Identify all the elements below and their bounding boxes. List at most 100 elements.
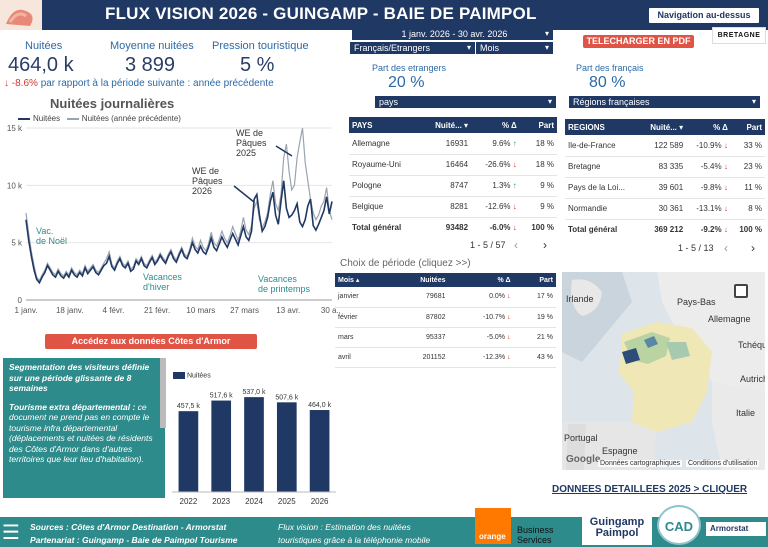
chevron-down-icon: ▾ (751, 97, 756, 106)
cell-part: 21 % (513, 327, 556, 348)
next-page-icon[interactable]: › (751, 241, 755, 255)
cell-value: 16464 (420, 154, 472, 176)
part-etrangers-value: 20 % (388, 74, 425, 91)
legend-current-swatch (18, 117, 30, 120)
table-row[interactable]: février 87802 -10.7% ↓ 19 % (335, 307, 556, 328)
cell-value: 79681 (388, 287, 449, 308)
sort-icon: ▴ (355, 277, 360, 284)
col-delta[interactable]: % Δ (471, 117, 520, 133)
bar-legend-label: Nuitées (186, 372, 211, 380)
pays-table: PAYS Nuité... ▾ % Δ Part Allemagne 16931 9… (349, 117, 557, 238)
col-pays[interactable]: PAYS (349, 117, 421, 133)
delta-value: -12.3% (482, 353, 506, 361)
chevron-down-icon: ▾ (544, 29, 549, 38)
regions-table: REGIONS Nuité... ▾ % Δ Part Ile-de-Franc… (565, 119, 765, 240)
bar-value-label: 464,0 k (308, 402, 331, 409)
map-label: Pays-Bas (677, 297, 716, 307)
part-etrangers-label: Part des etrangers (372, 63, 447, 73)
cell-part: 11 % (730, 177, 765, 199)
table-total-row: Total général 369 212 -9.2% ↓ 100 % (565, 219, 765, 240)
fullscreen-icon[interactable] (734, 284, 748, 298)
annotation-vac-hiver: Vacances d'hiver (143, 272, 182, 292)
col-delta[interactable]: % Δ (448, 273, 514, 287)
cell-name: Royaume-Uni (349, 154, 421, 176)
pays-select-value: pays (379, 97, 399, 107)
arrow-down-icon: ↓ (507, 313, 511, 321)
header-bar (0, 0, 768, 30)
cell-part: 9 % (519, 175, 557, 197)
cell-value: 39 601 (639, 177, 687, 199)
delta-value: -26.6% (485, 160, 511, 169)
table-header-row: Mois ▴ Nuitées % Δ Part (335, 273, 556, 287)
footer-fluxvision-2: touristiques grâce à la téléphonie mobil… (278, 535, 431, 545)
france-map[interactable]: Irlande Pays-Bas Allemagne Tchéquie Autr… (562, 272, 765, 470)
kpi-delta: -8.6% (11, 78, 38, 89)
cell-delta: -26.6% ↓ (471, 154, 520, 176)
x-tick-label: 2026 (311, 497, 329, 506)
col-regions[interactable]: REGIONS (565, 119, 640, 135)
page-title: FLUX VISION 2026 - GUINGAMP - BAIE DE PA… (105, 4, 537, 23)
cell-part: 9 % (519, 196, 557, 218)
cell-delta: -9.2% ↓ (686, 219, 731, 240)
navigation-button[interactable]: Navigation au-dessus (649, 8, 759, 23)
table-row[interactable]: avril 201152 -12.3% ↓ 43 % (335, 347, 556, 368)
regions-select[interactable]: Régions françaises ▾ (569, 96, 760, 108)
table-row[interactable]: Royaume-Uni 16464 -26.6% ↓ 18 % (349, 154, 557, 176)
y-tick-label: 5 k (11, 239, 23, 248)
detail-2025-link[interactable]: DONNEES DETAILLEES 2025 > CLIQUER (552, 484, 748, 495)
period-table-title: Choix de période (cliquez >>) (340, 258, 471, 269)
delta-value: -5.4% (700, 162, 722, 171)
col-nuitees[interactable]: Nuité... ▾ (639, 119, 687, 135)
table-row[interactable]: Allemagne 16931 9.6% ↑ 18 % (349, 133, 557, 155)
table-row[interactable]: Pays de la Loi... 39 601 -9.8% ↓ 11 % (565, 177, 765, 199)
line-chart-legend: Nuitées Nuitées (année précédente) (18, 114, 181, 123)
table-row[interactable]: Pologne 8747 1.3% ↑ 9 % (349, 175, 557, 197)
cotes-armor-button[interactable]: Accédez aux données Côtes d'Armor (45, 334, 257, 349)
cell-part: 17 % (513, 287, 556, 308)
table-row[interactable]: janvier 79681 0.0% ↓ 17 % (335, 287, 556, 308)
table-row[interactable]: mars 95337 -5.0% ↓ 21 % (335, 327, 556, 348)
pays-pager: 1 - 5 / 57 (470, 240, 506, 250)
pays-select[interactable]: pays ▾ (375, 96, 556, 108)
map-label: Italie (736, 408, 756, 418)
table-row[interactable]: Bretagne 83 335 -5.4% ↓ 23 % (565, 156, 765, 178)
cell-value: 95337 (388, 327, 449, 348)
col-part[interactable]: Part (513, 273, 556, 287)
arrow-down-icon: ↓ (512, 160, 517, 169)
granularity-select[interactable]: Mois ▾ (476, 42, 553, 54)
download-pdf-button[interactable]: TELECHARGER EN PDF (583, 35, 694, 48)
bar (276, 402, 297, 492)
table-row[interactable]: Ile-de-France 122 589 -10.9% ↓ 33 % (565, 135, 765, 157)
cell-delta: -5.4% ↓ (686, 156, 731, 178)
col-delta[interactable]: % Δ (686, 119, 731, 135)
col-nuitees[interactable]: Nuitées (388, 273, 449, 287)
next-page-icon[interactable]: › (543, 238, 547, 252)
cell-delta: -10.7% ↓ (448, 307, 514, 328)
prev-page-icon[interactable]: ‹ (514, 238, 518, 252)
col-part[interactable]: Part (519, 117, 557, 133)
legend-previous-swatch (66, 117, 79, 120)
col-part[interactable]: Part (730, 119, 765, 135)
col-mois[interactable]: Mois ▴ (335, 273, 388, 287)
cell-name: avril (335, 347, 388, 368)
bar-chart[interactable]: 457,5 k 2022 517,6 k 2023 537,0 k 2024 507,6 k… (168, 380, 340, 510)
map-attribution[interactable]: Données cartographiques (598, 460, 683, 467)
prev-page-icon[interactable]: ‹ (724, 241, 728, 255)
delta-value: -5.0% (486, 333, 506, 341)
table-row[interactable]: Belgique 8281 -12.6% ↓ 9 % (349, 196, 557, 218)
map-terms-link[interactable]: Conditions d'utilisation (686, 460, 760, 467)
table-row[interactable]: Normandie 30 361 -13.1% ↓ 8 % (565, 198, 765, 220)
bar-value-label: 517,6 k (210, 393, 233, 400)
kpi-comparison: ↓ -8.6% par rapport à la période suivant… (4, 78, 274, 89)
scrollbar[interactable] (160, 358, 166, 428)
footer-sources: Sources : Côtes d'Armor Destination - Ar… (30, 522, 227, 532)
fr-etr-select[interactable]: Français/Etrangers ▾ (350, 42, 475, 54)
line-chart[interactable]: 0 5 k 10 k 15 k 1 janv. 18 janv. 4 févr. 21 fév… (0, 122, 340, 322)
x-tick-label: 2025 (278, 497, 296, 506)
col-nuitees[interactable]: Nuité... ▾ (420, 117, 472, 133)
cell-name: janvier (335, 287, 388, 308)
legend-current-label: Nuitées (33, 114, 61, 123)
cell-name: Total général (568, 225, 618, 235)
date-range-picker[interactable]: 1 janv. 2026 - 30 avr. 2026 ▾ (352, 28, 553, 40)
table-header-row: PAYS Nuité... ▾ % Δ Part (349, 117, 557, 133)
